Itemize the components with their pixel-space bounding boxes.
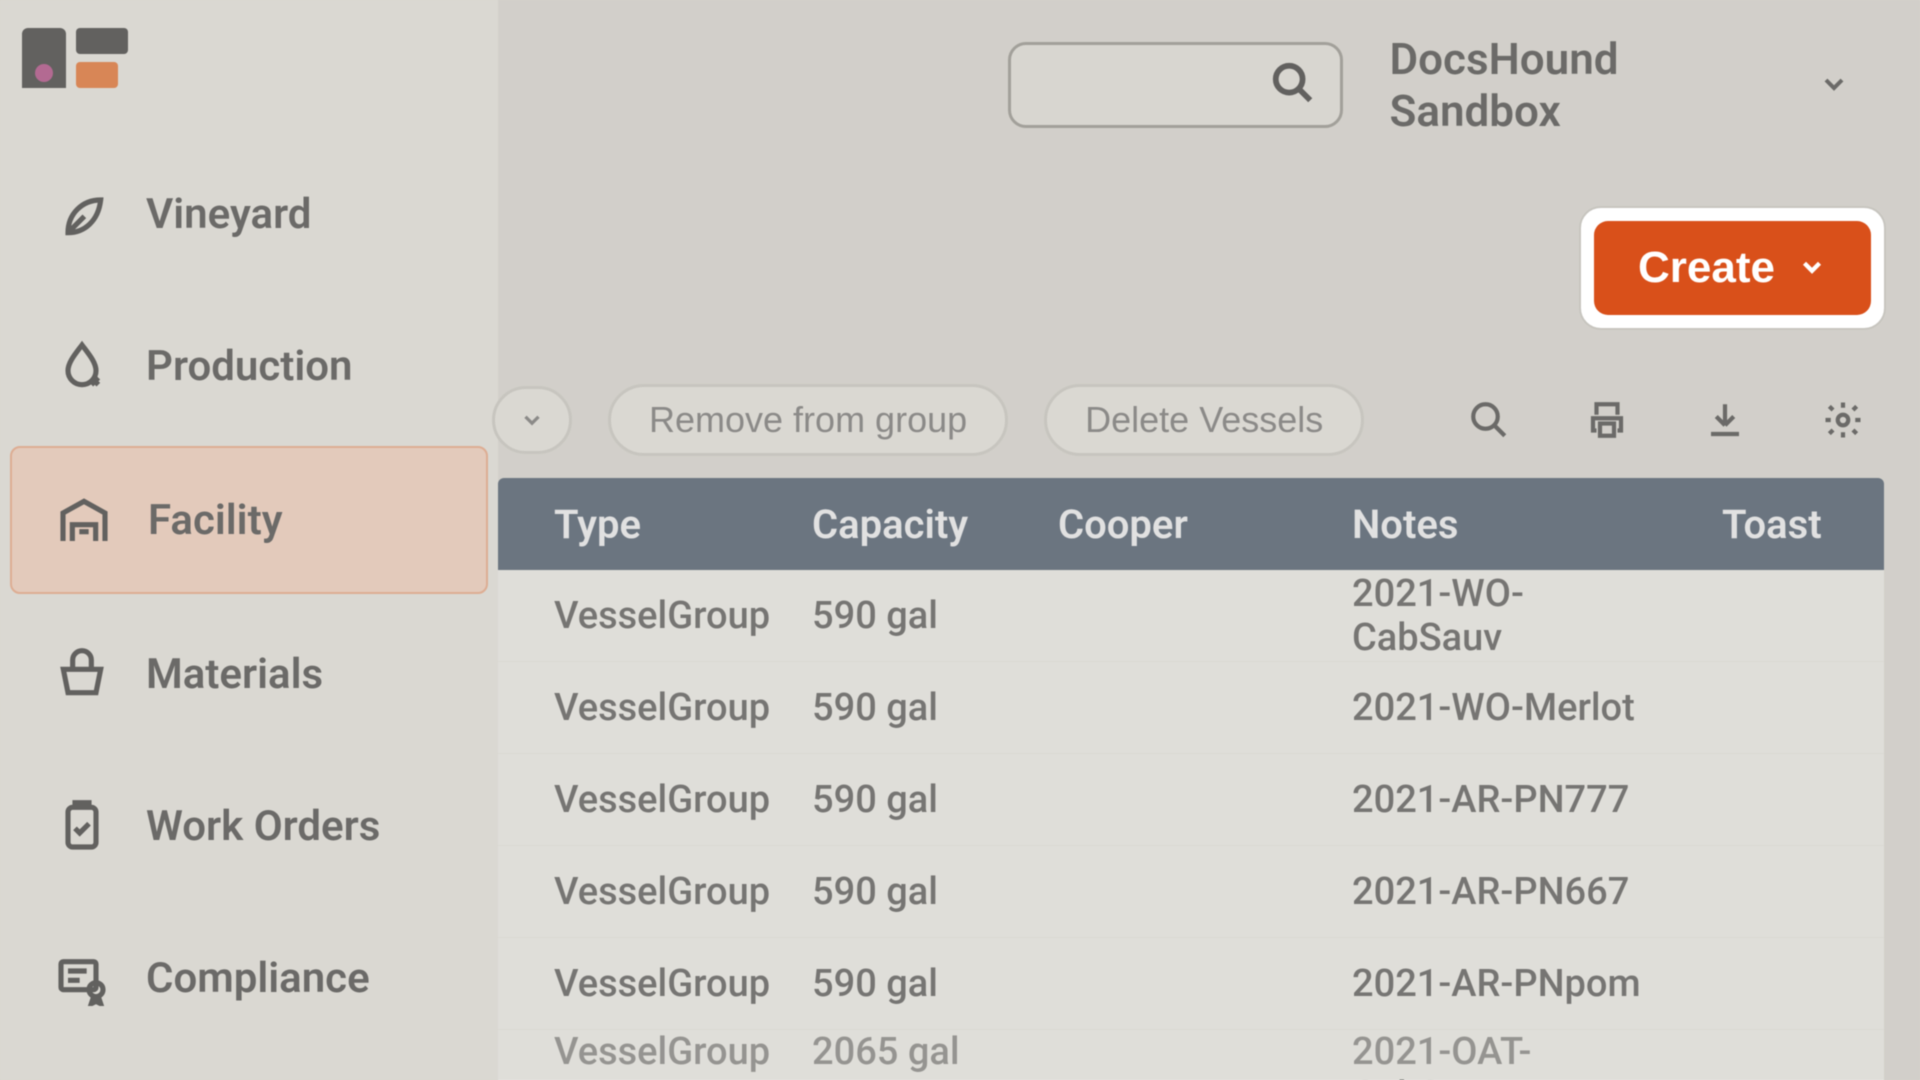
cell-capacity: 590 gal: [756, 778, 1002, 822]
cell-capacity: 590 gal: [756, 962, 1002, 1006]
remove-from-group-button[interactable]: Remove from group: [608, 384, 1008, 456]
filter-dropdown[interactable]: [492, 386, 572, 454]
delete-vessels-button[interactable]: Delete Vessels: [1044, 384, 1364, 456]
sidebar-item-label: Materials: [146, 650, 323, 699]
sidebar: Vineyard Production Facility Materials W…: [0, 0, 498, 1080]
workspace-label: DocsHound Sandbox: [1389, 33, 1800, 137]
cell-notes: 2021-AR-PNpom: [1296, 962, 1666, 1006]
table-row[interactable]: VesselGroup 590 gal 2021-WO-CabSauv: [498, 570, 1884, 662]
app-logo: [22, 24, 142, 92]
search-icon[interactable]: [1466, 397, 1512, 443]
create-button-highlight: Create: [1581, 208, 1884, 328]
droplet-icon: [52, 336, 112, 396]
global-search-input[interactable]: [1008, 42, 1343, 128]
chevron-down-icon: [1818, 59, 1850, 111]
button-label: Remove from group: [649, 399, 967, 441]
sidebar-item-vineyard[interactable]: Vineyard: [10, 142, 488, 286]
cell-notes: 2021-WO-CabSauv: [1296, 572, 1666, 660]
clipboard-icon: [52, 796, 112, 856]
sidebar-item-materials[interactable]: Materials: [10, 602, 488, 746]
table-row[interactable]: VesselGroup 590 gal 2021-AR-PN667: [498, 846, 1884, 938]
cell-type: VesselGroup: [498, 778, 756, 822]
sidebar-item-facility[interactable]: Facility: [10, 446, 488, 594]
warehouse-icon: [54, 490, 114, 550]
leaf-icon: [52, 184, 112, 244]
print-icon[interactable]: [1584, 397, 1630, 443]
logo-mark-left: [22, 28, 66, 88]
col-header-notes[interactable]: Notes: [1296, 501, 1666, 548]
logo-mark-right: [76, 28, 128, 88]
sidebar-item-label: Facility: [148, 496, 283, 545]
sidebar-item-label: Compliance: [146, 954, 370, 1003]
cell-type: VesselGroup: [498, 962, 756, 1006]
table-row[interactable]: VesselGroup 590 gal 2021-AR-PNpom: [498, 938, 1884, 1030]
workspace-selector[interactable]: DocsHound Sandbox: [1389, 33, 1850, 137]
gear-icon[interactable]: [1820, 397, 1866, 443]
cell-type: VesselGroup: [498, 870, 756, 914]
cell-capacity: 2065 gal: [756, 1030, 1002, 1074]
chevron-down-icon: [1797, 243, 1827, 293]
sidebar-item-label: Work Orders: [146, 802, 380, 851]
col-header-capacity[interactable]: Capacity: [756, 501, 1002, 548]
table-row[interactable]: VesselGroup 590 gal 2021-AR-PN777: [498, 754, 1884, 846]
cell-notes: 2021-OAT-CabSauv: [1296, 1030, 1666, 1080]
basket-icon: [52, 644, 112, 704]
sidebar-item-production[interactable]: Production: [10, 294, 488, 438]
cell-notes: 2021-AR-PN667: [1296, 870, 1666, 914]
cell-capacity: 590 gal: [756, 686, 1002, 730]
sidebar-item-compliance[interactable]: Compliance: [10, 906, 488, 1050]
button-label: Delete Vessels: [1085, 399, 1323, 441]
cell-capacity: 590 gal: [756, 870, 1002, 914]
cell-type: VesselGroup: [498, 594, 756, 638]
create-button[interactable]: Create: [1594, 221, 1871, 315]
button-label: Create: [1638, 243, 1775, 293]
table-row[interactable]: VesselGroup 590 gal 2021-WO-Merlot: [498, 662, 1884, 754]
col-header-toast[interactable]: Toast: [1666, 501, 1876, 548]
sidebar-item-label: Vineyard: [146, 190, 311, 239]
vessels-table: Type Capacity Cooper Notes Toast VesselG…: [498, 478, 1884, 1080]
sidebar-item-label: Production: [146, 342, 353, 391]
download-icon[interactable]: [1702, 397, 1748, 443]
col-header-type[interactable]: Type: [498, 501, 756, 548]
col-header-cooper[interactable]: Cooper: [1002, 501, 1296, 548]
cell-notes: 2021-AR-PN777: [1296, 778, 1666, 822]
cell-type: VesselGroup: [498, 1030, 756, 1074]
table-row[interactable]: VesselGroup 2065 gal 2021-OAT-CabSauv: [498, 1030, 1884, 1080]
cell-type: VesselGroup: [498, 686, 756, 730]
table-toolbar: Remove from group Delete Vessels: [498, 374, 1884, 466]
table-body: VesselGroup 590 gal 2021-WO-CabSauv Vess…: [498, 570, 1884, 1080]
header-bar: DocsHound Sandbox: [498, 0, 1920, 170]
table-header-row: Type Capacity Cooper Notes Toast: [498, 478, 1884, 570]
cell-notes: 2021-WO-Merlot: [1296, 686, 1666, 730]
cell-capacity: 590 gal: [756, 594, 1002, 638]
certificate-icon: [52, 948, 112, 1008]
sidebar-item-work-orders[interactable]: Work Orders: [10, 754, 488, 898]
sidebar-nav: Vineyard Production Facility Materials W…: [0, 138, 498, 1054]
search-icon: [1270, 60, 1316, 110]
